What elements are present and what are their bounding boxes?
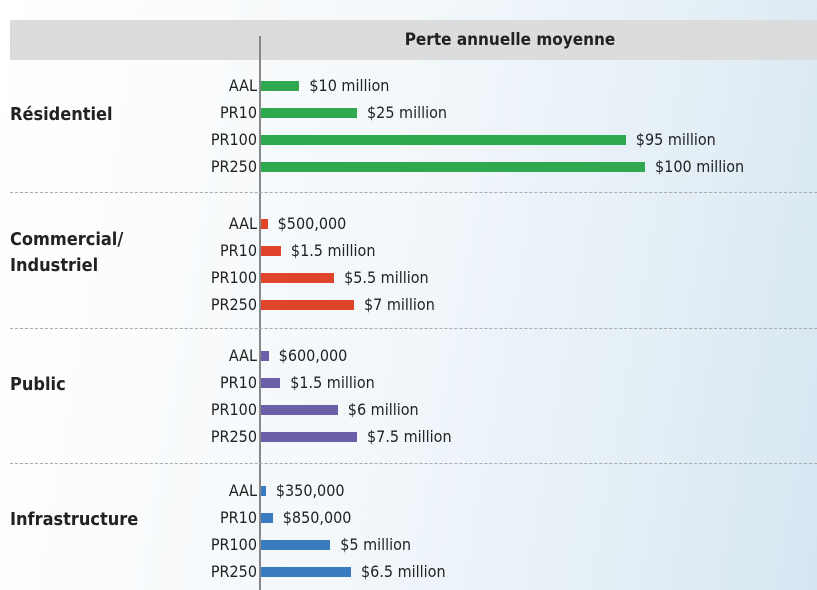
value-label: $100 million (655, 157, 745, 176)
category-label: PR10 (220, 241, 257, 260)
category-label: PR10 (220, 508, 257, 527)
category-label: PR250 (210, 427, 257, 446)
value-label: $6.5 million (361, 562, 446, 581)
value-label: $1.5 million (290, 373, 375, 392)
group-label: Commercial/ Industriel (10, 229, 124, 276)
bar (261, 246, 281, 256)
value-label: $7.5 million (367, 427, 452, 446)
category-label: PR10 (220, 103, 257, 122)
chart-title: Perte annuelle moyenne (404, 30, 616, 50)
bar (261, 162, 645, 172)
group-label: Résidentiel (10, 104, 113, 125)
category-label: PR100 (210, 535, 257, 554)
separator (10, 328, 817, 329)
category-label: AAL (228, 346, 257, 365)
bar (261, 378, 281, 388)
header-band (10, 20, 817, 60)
value-label: $7 million (364, 295, 435, 314)
bar (261, 135, 626, 145)
bar (261, 273, 335, 283)
value-label: $95 million (635, 130, 716, 149)
value-label: $25 million (367, 103, 447, 122)
bar (261, 300, 354, 310)
bar (261, 81, 300, 91)
separator (10, 192, 817, 193)
category-label: PR100 (210, 130, 257, 149)
separator (10, 463, 817, 464)
value-label: $850,000 (282, 508, 352, 527)
category-label: PR250 (210, 295, 257, 314)
value-label: $5.5 million (344, 268, 429, 287)
bar (261, 432, 357, 442)
value-label: $350,000 (275, 481, 345, 500)
value-label: $1.5 million (290, 241, 376, 260)
bar (261, 219, 268, 229)
category-label: AAL (228, 481, 257, 500)
group-label: Infrastructure (10, 509, 139, 530)
value-label: $6 million (347, 400, 419, 419)
value-label: $5 million (340, 535, 412, 554)
bar (261, 567, 351, 577)
category-label: PR250 (210, 157, 257, 176)
axis-line (259, 36, 261, 590)
value-label: $600,000 (278, 346, 348, 365)
category-label: AAL (228, 214, 257, 233)
value-label: $500,000 (277, 214, 347, 233)
bar (261, 351, 269, 361)
bar (261, 513, 273, 523)
category-label: PR10 (220, 373, 257, 392)
value-label: $10 million (309, 76, 390, 95)
category-label: PR100 (210, 268, 257, 287)
category-label: AAL (228, 76, 257, 95)
category-label: PR250 (210, 562, 257, 581)
bar (261, 108, 357, 118)
bar (261, 540, 331, 550)
bar (261, 405, 338, 415)
category-label: PR100 (210, 400, 257, 419)
bar (261, 486, 266, 496)
group-label: Public (10, 374, 66, 395)
